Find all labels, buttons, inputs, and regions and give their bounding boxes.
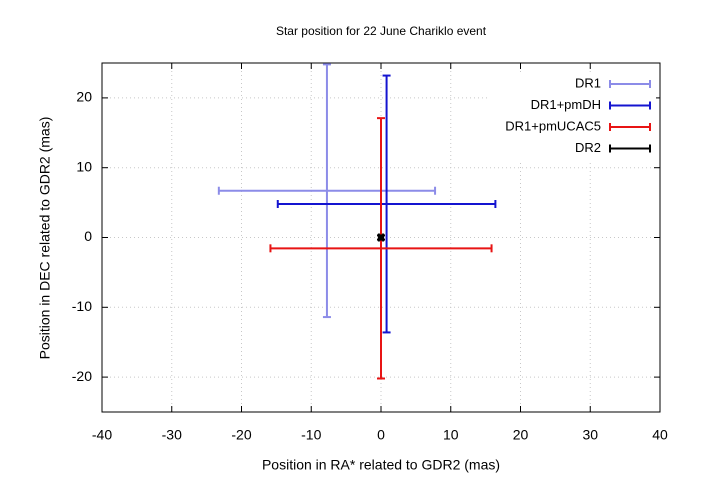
x-tick-label: 40: [652, 427, 668, 443]
y-tick-label: 20: [76, 89, 92, 105]
y-tick-label: 0: [84, 228, 92, 244]
x-tick-label: 20: [513, 427, 529, 443]
x-tick-label: -10: [301, 427, 321, 443]
y-axis-label: Position in DEC related to GDR2 (mas): [37, 117, 53, 360]
x-tick-label: 30: [582, 427, 598, 443]
x-tick-label: -20: [231, 427, 251, 443]
x-tick-label: 0: [377, 427, 385, 443]
chart-title: Star position for 22 June Chariklo event: [276, 24, 487, 38]
legend-label: DR1+pmDH: [531, 97, 601, 112]
error-bars: [276, 74, 497, 334]
error-bars: [377, 233, 385, 242]
error-bars: [217, 63, 437, 319]
error-bars: [269, 117, 493, 380]
x-axis-label: Position in RA* related to GDR2 (mas): [262, 457, 500, 473]
legend-label: DR1: [575, 75, 601, 90]
x-tick-label: -30: [162, 427, 182, 443]
legend-label: DR2: [575, 140, 601, 155]
plot-frame: [101, 62, 661, 413]
x-tick-label: -40: [92, 427, 112, 443]
y-tick-label: 10: [76, 158, 92, 174]
legend-label: DR1+pmUCAC5: [505, 118, 601, 133]
y-tick-label: -10: [72, 298, 92, 314]
x-tick-label: 10: [443, 427, 459, 443]
y-tick-label: -20: [72, 368, 92, 384]
